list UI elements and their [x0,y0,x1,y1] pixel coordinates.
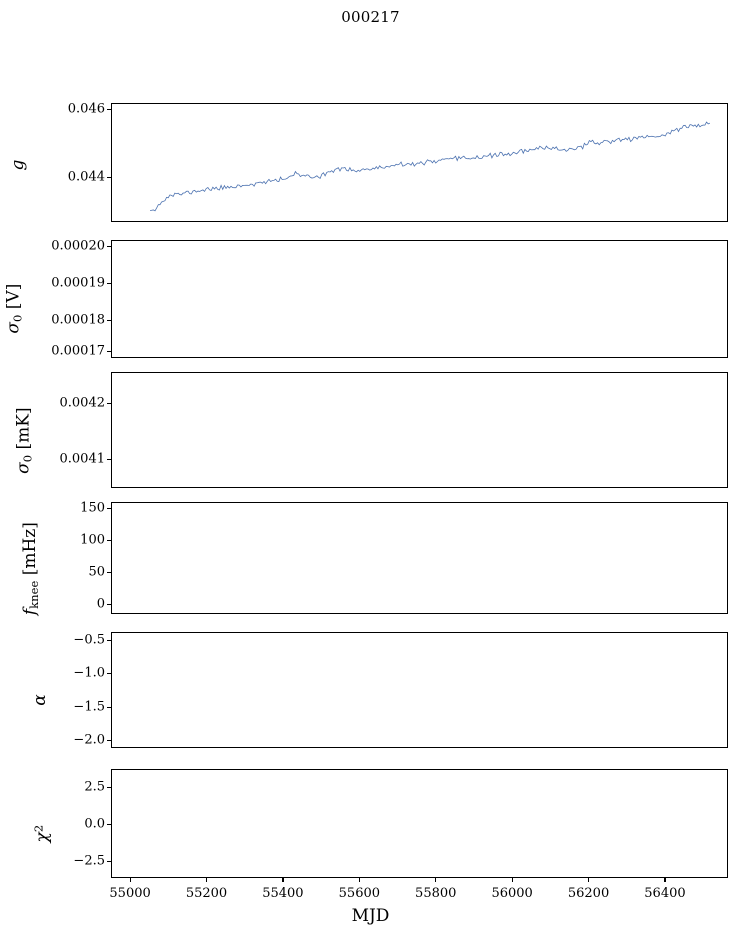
x-tickmark-5 [511,878,513,882]
fknee-ytick-3: 0 [96,596,105,612]
alpha-ytickmark-0 [107,640,111,642]
gain-ytick-0: 0.046 [67,101,105,117]
sigma0mk-ytickmark-0 [107,403,111,405]
chisq-ytick-1: 0.0 [84,816,105,832]
panel-f-knee [111,502,728,614]
alpha-ytick-1: −1.0 [73,665,105,681]
panel-sigma0-mk [111,372,728,488]
fknee-ytickmark-0 [107,508,111,510]
x-ticklabel-6: 56200 [567,886,610,901]
x-ticklabel-0: 55000 [109,886,151,901]
panel-gain [111,103,728,222]
alpha-ytickmark-2 [107,707,111,709]
alpha-ytick-3: −2.0 [73,732,105,748]
sigma0-volts-ylabel: σ0 [V] [3,283,25,334]
gain-ylabel: g [8,159,28,171]
chisq-ytick-0: 2.5 [84,779,105,795]
chisq-ytickmark-0 [107,787,111,789]
alpha-ylabel: α [30,694,50,706]
x-tickmark-3 [358,878,360,882]
alpha-ytick-0: −0.5 [73,632,105,648]
alpha-ytick-2: −1.5 [73,699,105,715]
gain-plot-area [112,104,727,221]
fknee-ytickmark-3 [107,604,111,606]
sigma0v-ytick-1: 0.00019 [51,275,105,291]
x-ticklabel-7: 56400 [644,886,686,901]
figure-title: 000217 [341,8,400,26]
f-knee-ylabel: fknee [mHz] [19,522,42,616]
sigma0v-ytickmark-2 [107,320,111,322]
x-tickmark-1 [206,878,208,882]
gain-series [150,122,710,211]
fknee-ytickmark-1 [107,540,111,542]
sigma0mk-ytick-1: 0.0041 [59,451,106,467]
x-ticklabel-1: 55200 [185,886,228,901]
x-ticklabel-3: 55600 [338,886,381,901]
gain-ytickmark-0 [107,109,111,111]
x-tickmark-7 [664,878,666,882]
alpha-ytickmark-3 [107,740,111,742]
chi-squared-plot-area [112,770,727,877]
x-tickmark-0 [129,878,131,882]
fknee-ytickmark-2 [107,572,111,574]
sigma0mk-ytick-0: 0.0042 [59,395,106,411]
x-tickmark-4 [435,878,437,882]
panel-chi-squared [111,769,728,878]
sigma0-mk-ylabel: σ0 [mK] [13,407,35,474]
chi-squared-ylabel: χ2 [31,824,53,843]
panel-sigma0-volts [111,240,728,358]
x-ticklabel-4: 55800 [415,886,457,901]
fknee-ytick-2: 50 [88,564,105,580]
gain-ytickmark-1 [107,177,111,179]
alpha-ytickmark-1 [107,673,111,675]
x-ticklabel-5: 56000 [491,886,533,901]
fknee-ytick-0: 150 [80,500,105,516]
sigma0v-ytickmark-3 [107,351,111,353]
sigma0v-ytick-3: 0.00017 [51,343,105,359]
chisq-ytick-2: −2.5 [73,853,105,869]
x-tickmark-6 [588,878,590,882]
fknee-ytick-1: 100 [80,532,105,548]
sigma0v-ytick-0: 0.00020 [51,238,105,254]
sigma0mk-ytickmark-1 [107,459,111,461]
sigma0v-ytick-2: 0.00018 [51,312,105,328]
chisq-ytickmark-2 [107,861,111,863]
f-knee-plot-area [112,503,727,613]
gain-ytick-1: 0.044 [67,169,105,185]
chisq-ytickmark-1 [107,824,111,826]
panel-alpha [111,632,728,748]
sigma0v-ytickmark-1 [107,283,111,285]
x-axis-label: MJD [351,906,390,926]
x-ticklabel-2: 55400 [262,886,304,901]
sigma0-mk-plot-area [112,373,727,487]
sigma0v-ytickmark-0 [107,246,111,248]
sigma0-volts-plot-area [112,241,727,357]
alpha-plot-area [112,633,727,747]
x-tickmark-2 [282,878,284,882]
